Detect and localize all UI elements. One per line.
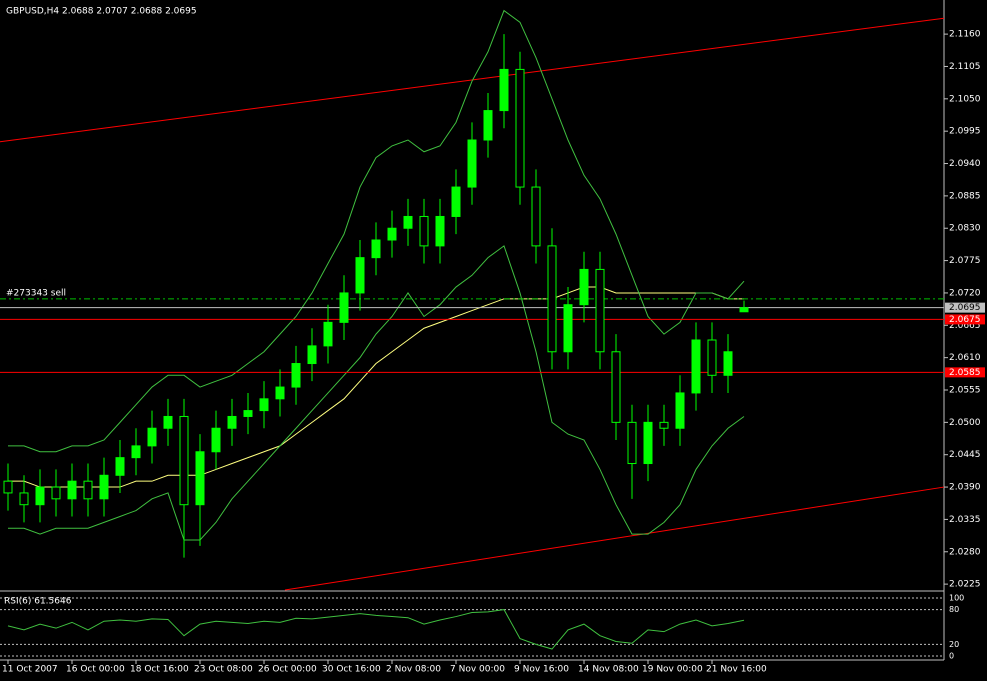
y-tick-label: 2.0280 bbox=[949, 547, 981, 557]
candle-body bbox=[83, 480, 93, 500]
candle-body bbox=[483, 110, 493, 141]
candle-body bbox=[675, 392, 685, 429]
y-tick-label: 2.0720 bbox=[949, 288, 981, 298]
candle-body bbox=[739, 307, 749, 313]
candle-body bbox=[355, 257, 365, 294]
x-tick-label: 2 Nov 08:00 bbox=[386, 665, 441, 675]
level-label: 2.0585 bbox=[949, 368, 981, 378]
rsi-line bbox=[7, 609, 745, 650]
x-tick-label: 26 Oct 00:00 bbox=[258, 665, 317, 675]
candle-body bbox=[147, 427, 157, 447]
level-tag bbox=[945, 314, 985, 325]
y-tick-label: 2.0225 bbox=[949, 580, 981, 590]
candle-body bbox=[499, 68, 509, 112]
level-label: #273343 sell bbox=[6, 288, 66, 298]
indicator-line bbox=[8, 9, 745, 453]
x-tick-label: 16 Oct 00:00 bbox=[66, 665, 125, 675]
candle-body bbox=[227, 415, 237, 429]
indicator-line bbox=[8, 245, 745, 541]
y-tick-label: 2.0665 bbox=[949, 321, 981, 331]
candle-body bbox=[707, 339, 717, 376]
y-tick-label: 2.0995 bbox=[949, 127, 981, 137]
candle-body bbox=[179, 415, 189, 506]
candle-body bbox=[51, 486, 61, 500]
candle-body bbox=[339, 292, 349, 323]
candle-body bbox=[627, 421, 637, 465]
candle-body bbox=[531, 186, 541, 247]
candle-body bbox=[611, 351, 621, 423]
candle-body bbox=[723, 351, 733, 376]
x-tick-label: 21 Nov 16:00 bbox=[706, 665, 767, 675]
y-tick-label: 2.0500 bbox=[949, 418, 981, 428]
candle-body bbox=[643, 421, 653, 465]
y-tick-label: 2.0610 bbox=[949, 353, 981, 363]
candle-body bbox=[211, 427, 221, 453]
candle-body bbox=[371, 239, 381, 259]
rsi-tick-label: 100 bbox=[949, 594, 964, 603]
candle-body bbox=[275, 386, 285, 400]
candle-body bbox=[195, 451, 205, 506]
trendline bbox=[284, 486, 945, 591]
candle-body bbox=[547, 245, 557, 353]
y-tick-label: 2.0390 bbox=[949, 483, 981, 493]
y-tick-label: 2.1105 bbox=[949, 62, 981, 72]
x-tick-label: 18 Oct 16:00 bbox=[130, 665, 189, 675]
x-tick-label: 30 Oct 16:00 bbox=[322, 665, 381, 675]
y-tick-label: 2.0940 bbox=[949, 159, 981, 169]
candle-body bbox=[115, 457, 125, 476]
x-tick-label: 11 Oct 2007 bbox=[2, 665, 58, 675]
candle-body bbox=[3, 480, 13, 494]
candle-body bbox=[307, 345, 317, 365]
candle-body bbox=[35, 486, 45, 506]
level-label: 2.0675 bbox=[949, 315, 981, 325]
candle-body bbox=[163, 415, 173, 429]
candle-body bbox=[595, 268, 605, 353]
rsi-title: RSI(6) 61.5646 bbox=[4, 597, 72, 607]
candle-body bbox=[467, 139, 477, 188]
y-tick-label: 2.0445 bbox=[949, 450, 981, 460]
candle-body bbox=[579, 268, 589, 306]
y-tick-label: 2.0885 bbox=[949, 191, 981, 201]
x-tick-label: 23 Oct 08:00 bbox=[194, 665, 253, 675]
candle-body bbox=[451, 186, 461, 217]
candle-body bbox=[67, 480, 77, 500]
candle-body bbox=[131, 445, 141, 459]
rsi-tick-label: 80 bbox=[949, 605, 959, 614]
candle-body bbox=[99, 474, 109, 500]
rsi-tick-label: 0 bbox=[949, 652, 954, 661]
x-tick-label: 9 Nov 16:00 bbox=[514, 665, 569, 675]
rsi-tick-label: 20 bbox=[949, 640, 959, 649]
candle-body bbox=[323, 321, 333, 347]
level-tag bbox=[945, 302, 985, 313]
candle-body bbox=[387, 227, 397, 241]
candle-body bbox=[259, 398, 269, 412]
y-tick-label: 2.0335 bbox=[949, 515, 981, 525]
y-tick-label: 2.0555 bbox=[949, 386, 981, 396]
trendline bbox=[0, 17, 945, 143]
level-label: 2.0695 bbox=[949, 303, 981, 313]
candle-body bbox=[563, 304, 573, 353]
candle-body bbox=[515, 68, 525, 188]
candle-body bbox=[691, 339, 701, 394]
candle-body bbox=[291, 363, 301, 388]
chart-title: GBPUSD,H4 2.0688 2.0707 2.0688 2.0695 bbox=[6, 7, 197, 17]
x-tick-label: 14 Nov 08:00 bbox=[578, 665, 639, 675]
y-tick-label: 2.1160 bbox=[949, 30, 981, 40]
indicator-line bbox=[8, 286, 744, 488]
x-tick-label: 19 Nov 00:00 bbox=[642, 665, 703, 675]
candle-body bbox=[419, 215, 429, 247]
y-tick-label: 2.0830 bbox=[949, 224, 981, 234]
y-tick-label: 2.1050 bbox=[949, 94, 981, 104]
y-tick-label: 2.0775 bbox=[949, 256, 981, 266]
candle-body bbox=[659, 421, 669, 429]
x-tick-label: 7 Nov 00:00 bbox=[450, 665, 505, 675]
candle-body bbox=[243, 410, 253, 417]
candle-body bbox=[435, 215, 445, 247]
level-tag bbox=[945, 367, 985, 378]
candle-body bbox=[19, 492, 29, 506]
candle-body bbox=[403, 215, 413, 229]
